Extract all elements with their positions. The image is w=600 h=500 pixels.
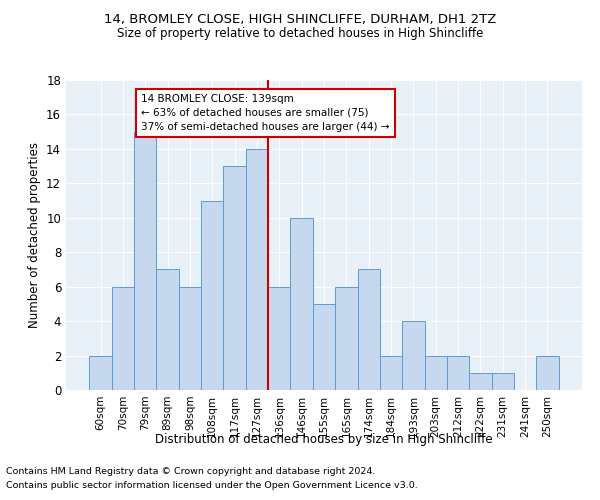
Bar [313,304,335,390]
Bar [179,286,201,390]
Bar [358,270,380,390]
Bar [223,166,246,390]
Bar [134,132,157,390]
Bar [469,373,491,390]
Bar [268,286,290,390]
Bar [157,270,179,390]
Text: 14, BROMLEY CLOSE, HIGH SHINCLIFFE, DURHAM, DH1 2TZ: 14, BROMLEY CLOSE, HIGH SHINCLIFFE, DURH… [104,12,496,26]
Bar [246,149,268,390]
Text: Contains HM Land Registry data © Crown copyright and database right 2024.: Contains HM Land Registry data © Crown c… [6,467,376,476]
Bar [380,356,402,390]
Text: Distribution of detached houses by size in High Shincliffe: Distribution of detached houses by size … [155,432,493,446]
Bar [335,286,358,390]
Bar [491,373,514,390]
Bar [290,218,313,390]
Y-axis label: Number of detached properties: Number of detached properties [28,142,41,328]
Text: 14 BROMLEY CLOSE: 139sqm
← 63% of detached houses are smaller (75)
37% of semi-d: 14 BROMLEY CLOSE: 139sqm ← 63% of detach… [141,94,389,132]
Text: Size of property relative to detached houses in High Shincliffe: Size of property relative to detached ho… [117,28,483,40]
Bar [201,200,223,390]
Bar [112,286,134,390]
Bar [425,356,447,390]
Bar [447,356,469,390]
Text: Contains public sector information licensed under the Open Government Licence v3: Contains public sector information licen… [6,481,418,490]
Bar [536,356,559,390]
Bar [402,321,425,390]
Bar [89,356,112,390]
